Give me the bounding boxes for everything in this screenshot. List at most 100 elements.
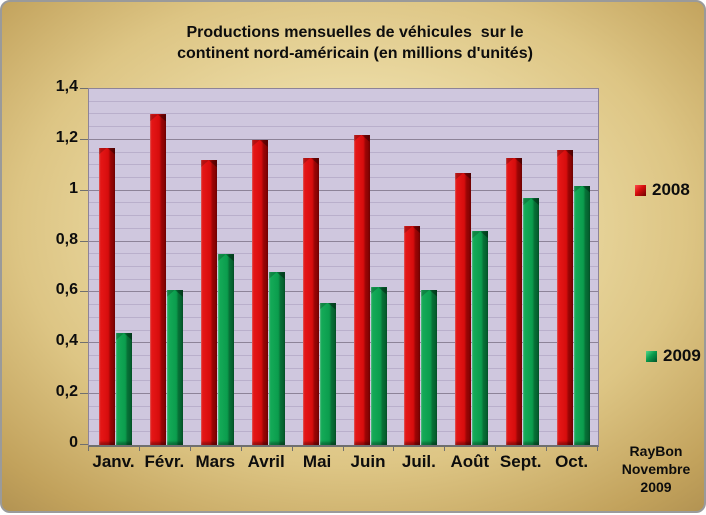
bar-2009-aot [472, 231, 489, 445]
bar-group-fvr [140, 89, 191, 445]
gridline-major [89, 189, 598, 191]
bar-2009-sept [523, 198, 540, 445]
y-axis-label: 0,4 [55, 332, 78, 350]
x-axis-tick [597, 446, 598, 451]
gridline-minor [89, 100, 598, 102]
x-axis-label: Janv. [92, 452, 135, 471]
x-axis-tick [138, 446, 140, 451]
x-axis-label: Sept. [499, 452, 542, 471]
bar-2008-fvr [149, 114, 166, 445]
y-axis-tick [80, 393, 88, 395]
bar-2009-juil [421, 289, 438, 445]
bar-2009-fvr [166, 289, 183, 445]
x-axis-label: Juin [350, 452, 386, 471]
gridline-minor [89, 266, 598, 267]
gridline-minor [89, 329, 598, 331]
legend-entry-2009: 2009 [646, 346, 701, 366]
x-axis-tick [393, 446, 395, 451]
credit-text: RayBon Novembre 2009 [621, 443, 691, 495]
bar-2009-oct [574, 185, 591, 445]
bar-2008-juil [404, 226, 421, 445]
y-axis-tick [80, 88, 88, 89]
gridline-major [89, 240, 598, 242]
plot-area [88, 88, 599, 447]
bar-group-aot [445, 89, 496, 445]
x-axis-label: Oct. [555, 452, 589, 471]
y-axis-tick [80, 189, 88, 191]
gridline-minor [89, 215, 598, 217]
bar-2008-sept [506, 157, 523, 445]
gridline-major [89, 138, 598, 140]
gridline-minor [89, 355, 598, 356]
bar-2009-avril [268, 272, 285, 445]
gridline-minor [89, 405, 598, 407]
y-axis-label: 1,2 [55, 128, 78, 146]
gridline-minor [89, 380, 598, 382]
bar-group-juil [394, 89, 445, 445]
bar-2008-mars [200, 160, 217, 445]
bar-2008-avril [251, 139, 268, 445]
bar-group-mars [191, 89, 242, 445]
gridline-minor [89, 418, 598, 420]
bar-2009-mars [217, 254, 234, 445]
x-axis-label: Août [450, 452, 490, 471]
gridline-minor [89, 177, 598, 178]
y-axis-label: 0,6 [55, 281, 78, 299]
y-axis-label: 0 [69, 434, 78, 451]
legend-entry-2008: 2008 [635, 180, 690, 200]
gridline-minor [89, 113, 598, 115]
y-axis-tick [80, 291, 88, 293]
x-axis-tick [495, 446, 497, 451]
x-axis-label: Mai [302, 452, 332, 471]
x-axis-tick [88, 446, 89, 451]
bar-2008-mai [302, 157, 319, 445]
bar-group-janv [89, 89, 140, 445]
gridline-major [89, 393, 598, 395]
bar-group-juin [344, 89, 395, 445]
legend-marker-icon [635, 184, 646, 196]
y-axis-label: 1,4 [55, 78, 78, 95]
gridline-minor [89, 304, 598, 306]
x-axis-tick [342, 446, 344, 451]
gridline-minor [89, 431, 598, 433]
x-axis-label: Avril [247, 452, 285, 471]
gridline-minor [89, 253, 598, 255]
bar-2008-juin [353, 134, 370, 445]
x-axis-label: Févr. [144, 452, 185, 471]
bar-2008-aot [455, 172, 472, 445]
gridline-minor [89, 278, 598, 280]
legend-marker-icon [646, 350, 657, 362]
gridline-minor [89, 151, 598, 153]
legend-label: 2008 [652, 180, 690, 199]
legend-label: 2009 [663, 346, 701, 365]
gridline-minor [89, 202, 598, 204]
x-axis-tick [189, 446, 191, 451]
gridline-major [89, 342, 598, 344]
x-axis-tick [240, 446, 242, 451]
bar-2008-janv [99, 147, 115, 445]
bar-group-mai [293, 89, 344, 445]
gridline-minor [89, 367, 598, 369]
y-axis-tick [80, 138, 88, 140]
y-axis-tick [80, 240, 88, 242]
gridline-minor [89, 316, 598, 318]
gridline-major [89, 291, 598, 293]
bar-group-sept [496, 89, 547, 445]
gridline-minor [89, 164, 598, 166]
x-axis-tick [546, 446, 548, 451]
y-axis-tick [80, 342, 88, 344]
y-axis-label: 0,2 [55, 383, 78, 401]
bar-2009-juin [370, 287, 387, 445]
gridline-minor [89, 227, 598, 229]
x-axis-label: Juil. [401, 452, 436, 471]
y-axis-tick [80, 444, 88, 445]
bar-2008-oct [557, 150, 574, 445]
bar-2009-janv [116, 333, 132, 445]
y-axis-label: 0,8 [55, 230, 78, 248]
x-axis-label: Mars [195, 452, 236, 471]
y-axis-label: 1 [69, 179, 78, 197]
x-axis-tick [291, 446, 293, 451]
chart-title: Productions mensuelles de véhicules sur … [177, 24, 533, 62]
bar-group-avril [242, 89, 293, 445]
